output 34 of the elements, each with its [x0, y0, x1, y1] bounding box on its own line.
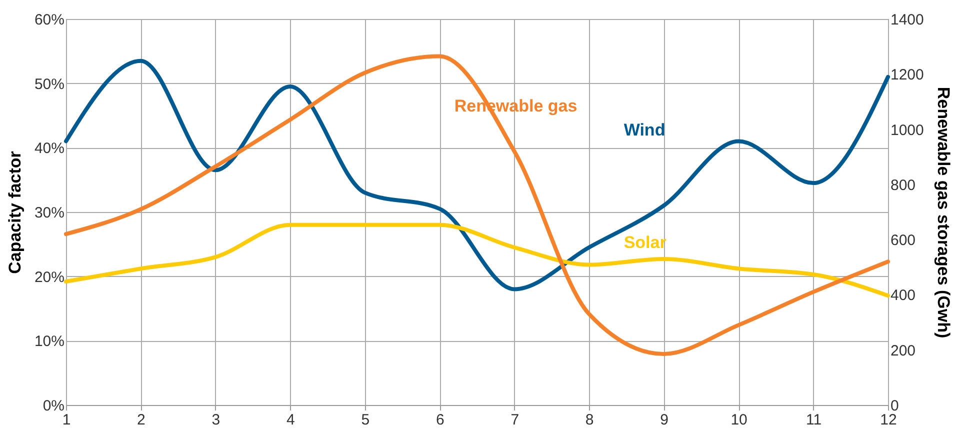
line-series	[64, 54, 890, 356]
y-tick-label: 40%	[34, 140, 64, 158]
y2-axis-title: Renewable gas storages (Gwh)	[934, 86, 953, 338]
line-series	[64, 58, 890, 292]
series-label: Solar	[624, 232, 667, 252]
x-tick-label: 10	[730, 412, 748, 428]
y2-tick-label: 1200	[890, 66, 924, 84]
y2-tick-label: 800	[890, 176, 916, 194]
x-tick-label: 9	[660, 412, 668, 428]
y-tick-label: 60%	[34, 12, 64, 28]
x-tick-label: 12	[880, 412, 897, 428]
y-tick-label: 50%	[34, 76, 64, 93]
y2-tick-label: 200	[890, 342, 916, 360]
y2-tick-label: 1400	[890, 12, 924, 28]
x-tick-label: 11	[806, 412, 822, 428]
y2-tick-label: 400	[890, 287, 916, 304]
x-tick-label: 4	[286, 412, 295, 428]
x-tick-label: 6	[436, 412, 444, 428]
text: Wind	[624, 120, 666, 140]
y-axis-title: Capacity factor	[5, 150, 24, 274]
y2-tick-label: 1000	[890, 122, 924, 139]
x-tick-label: 2	[137, 412, 146, 428]
x-tick-label: 3	[212, 412, 220, 428]
y2-tick-label: 0	[890, 398, 899, 414]
x-tick-label: 1	[62, 412, 71, 428]
y-tick-label: 0%	[42, 398, 64, 414]
x-tick-label: 7	[510, 412, 520, 428]
y-tick-label: 10%	[34, 333, 64, 350]
x-tick-label: 8	[585, 412, 594, 428]
y-tick-label: 20%	[34, 268, 64, 286]
line-series	[64, 222, 890, 298]
y2-tick-label: 600	[890, 232, 916, 250]
y-tick-label: 30%	[34, 204, 64, 222]
x-tick-label: 5	[361, 412, 370, 428]
